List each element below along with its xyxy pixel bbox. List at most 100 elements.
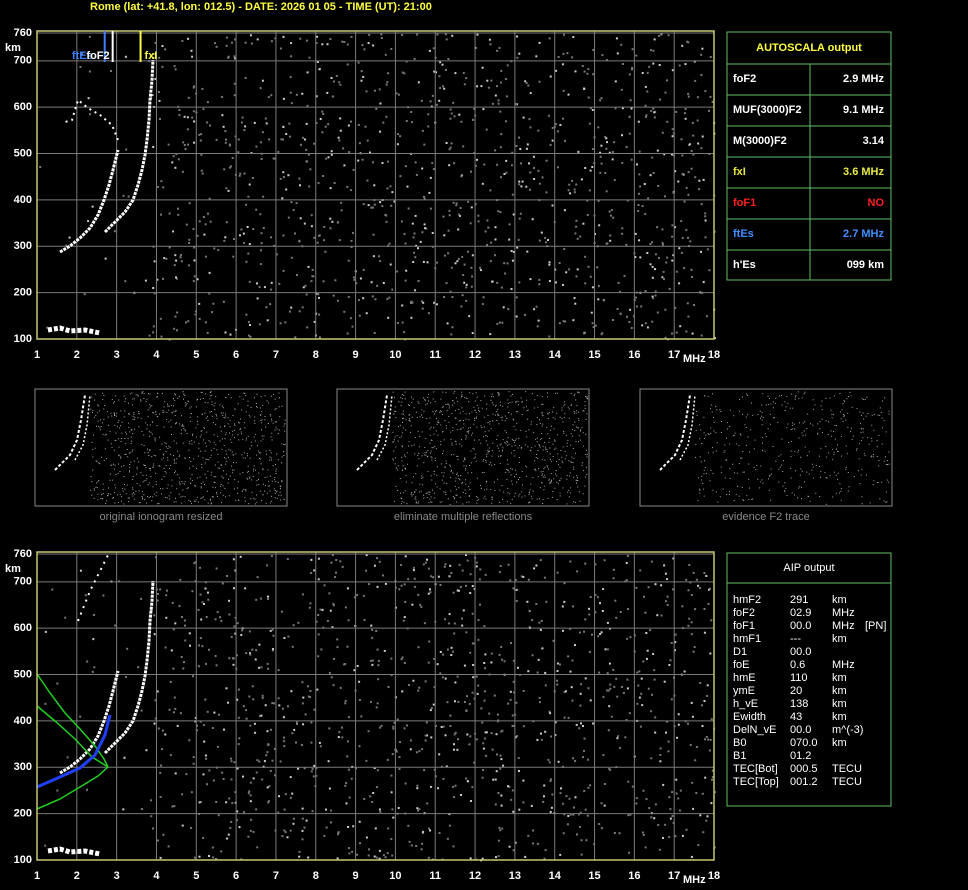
noise [564, 458, 566, 460]
noise [405, 165, 407, 168]
noise [256, 576, 259, 579]
noise [331, 626, 334, 629]
noise [562, 462, 564, 464]
noise [692, 807, 695, 810]
noise [236, 819, 238, 822]
noise [204, 499, 206, 501]
noise [419, 416, 421, 418]
noise [394, 439, 395, 441]
noise [558, 262, 561, 264]
noise [413, 476, 414, 478]
noise [690, 633, 693, 636]
noise [94, 416, 96, 418]
noise [176, 421, 178, 423]
noise [414, 453, 416, 455]
noise [622, 63, 624, 65]
noise [390, 791, 393, 794]
noise [221, 475, 223, 477]
noise [612, 216, 615, 219]
noise [323, 225, 326, 228]
noise [232, 415, 234, 416]
noise [124, 484, 125, 485]
noise [357, 61, 360, 64]
noise [346, 755, 349, 758]
noise [225, 434, 227, 436]
noise [510, 288, 513, 290]
noise [235, 500, 237, 502]
noise [826, 477, 828, 479]
noise [771, 473, 772, 475]
noise [207, 402, 209, 404]
noise [672, 557, 675, 560]
noise [192, 433, 194, 435]
noise [232, 657, 235, 660]
trace [376, 394, 393, 461]
noise [860, 440, 862, 441]
noise [761, 419, 763, 421]
noise [578, 825, 581, 828]
noise [591, 322, 594, 325]
noise [808, 451, 810, 453]
noise [193, 275, 196, 278]
noise [430, 450, 432, 452]
noise [665, 731, 667, 734]
noise [258, 450, 259, 452]
noise [463, 460, 465, 462]
noise [677, 797, 680, 800]
noise [184, 481, 186, 483]
noise [252, 777, 255, 780]
noise [475, 496, 477, 498]
noise [370, 206, 373, 209]
noise [554, 487, 556, 489]
noise [232, 663, 235, 666]
noise [628, 132, 631, 135]
noise [701, 479, 703, 481]
noise [586, 396, 588, 397]
noise [587, 758, 590, 761]
noise [547, 114, 550, 117]
noise [256, 393, 258, 395]
noise [157, 503, 159, 505]
noise [739, 433, 741, 435]
noise [506, 459, 508, 461]
noise [667, 34, 670, 37]
noise [491, 396, 492, 398]
noise [430, 707, 433, 709]
param-label: ftEs [733, 228, 754, 240]
noise [556, 499, 558, 501]
noise [211, 502, 213, 504]
noise [411, 396, 412, 398]
noise [841, 455, 842, 457]
noise [464, 489, 466, 491]
noise [467, 472, 469, 474]
noise [557, 453, 559, 455]
noise [442, 406, 444, 408]
noise [704, 776, 707, 779]
noise [638, 192, 640, 195]
noise [199, 566, 201, 569]
noise [479, 603, 481, 606]
noise [760, 417, 761, 419]
noise [168, 405, 170, 407]
noise [373, 184, 376, 187]
noise [413, 251, 416, 254]
x-tick-label: 6 [233, 349, 239, 361]
noise [466, 733, 469, 736]
noise [230, 397, 232, 399]
noise [270, 459, 272, 461]
noise [201, 413, 203, 415]
noise [431, 447, 433, 449]
noise [395, 446, 397, 448]
noise [424, 739, 427, 742]
noise [200, 483, 202, 485]
noise [188, 238, 191, 241]
noise [311, 268, 314, 271]
noise [260, 158, 263, 160]
noise [234, 479, 236, 481]
noise [124, 488, 126, 490]
noise [709, 480, 711, 482]
noise [508, 223, 511, 226]
noise [152, 325, 155, 328]
noise [174, 68, 177, 71]
noise [430, 575, 433, 578]
